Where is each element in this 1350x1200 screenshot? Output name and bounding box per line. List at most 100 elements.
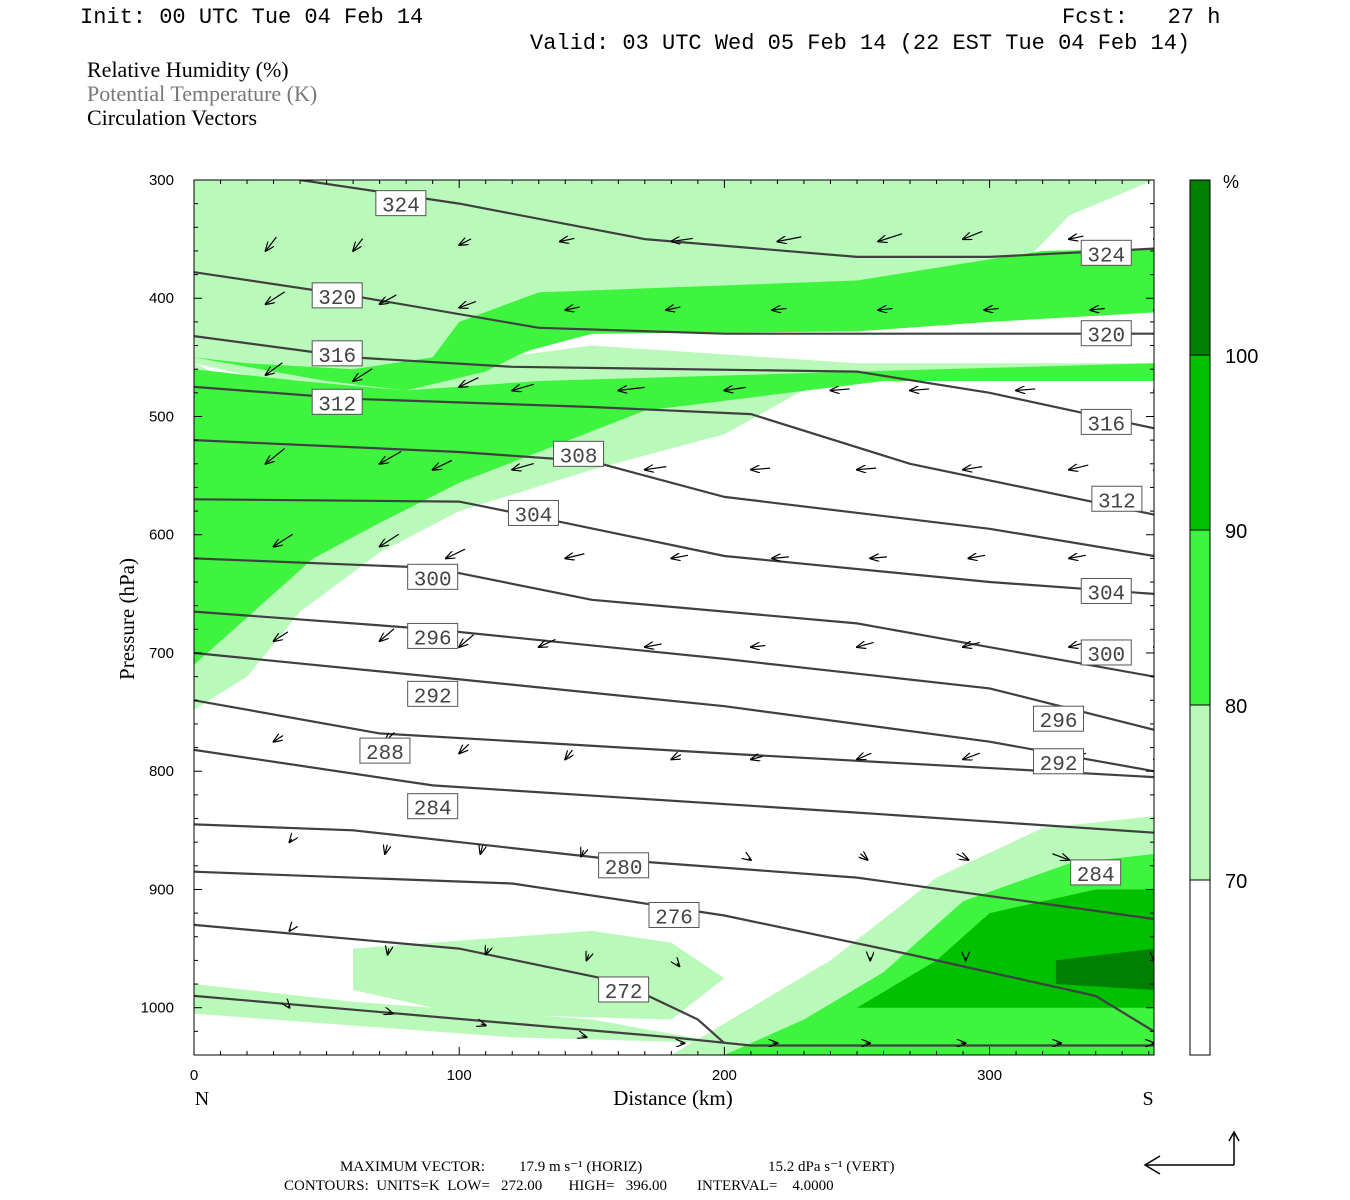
- circulation-vector: [385, 845, 387, 854]
- theta-contour-296: [194, 610, 1154, 731]
- circulation-vector: [984, 309, 999, 311]
- circulation-vector: [645, 467, 667, 470]
- theta-label-296: 296: [414, 628, 452, 651]
- circulation-vector: [671, 755, 681, 760]
- circulation-vector: [963, 642, 980, 647]
- reference-vector: [1143, 1130, 1240, 1175]
- x-tick-label: 300: [977, 1067, 1002, 1084]
- rh-region-70-9: [194, 984, 725, 1044]
- theta-label-312: 312: [1098, 491, 1136, 514]
- circulation-vector: [1154, 468, 1164, 470]
- colorbar-label-90: 90: [1225, 521, 1247, 543]
- circulation-vector: [870, 557, 888, 559]
- theta-label-276: 276: [655, 907, 693, 930]
- rh-region-70-0: [194, 180, 1154, 393]
- circulation-vector: [1154, 387, 1164, 390]
- theta-label-box: [598, 852, 650, 879]
- circulation-vector: [274, 533, 293, 546]
- theta-label-324: 324: [1087, 245, 1125, 268]
- theta-label-284: 284: [414, 799, 452, 822]
- theta-contour-304: [194, 498, 1154, 595]
- circulation-vector: [963, 467, 983, 470]
- circulation-vector: [1069, 465, 1089, 470]
- circulation-vector: [724, 387, 746, 390]
- circulation-vector: [772, 557, 789, 559]
- circulation-vector: [751, 756, 763, 759]
- colorbar-unit: %: [1223, 172, 1239, 192]
- circulation-vector: [560, 238, 575, 241]
- theta-label-box: [407, 680, 459, 707]
- rh-shading: [194, 180, 1154, 1055]
- max-vector-label: MAXIMUM VECTOR:: [340, 1159, 485, 1175]
- legend-rh: Relative Humidity (%): [87, 57, 289, 82]
- circulation-vector: [388, 948, 389, 954]
- theta-label-box: [407, 563, 459, 590]
- theta-label-box: [553, 440, 605, 467]
- circulation-vector: [581, 850, 583, 856]
- rh-region-80-3: [194, 363, 1154, 665]
- theta-contour-308: [194, 439, 1154, 558]
- circulation-vector: [388, 1012, 393, 1014]
- theta-label-296: 296: [1040, 711, 1078, 734]
- theta-label-284: 284: [1077, 865, 1115, 888]
- theta-label-316: 316: [1087, 414, 1125, 437]
- circulation-vector: [618, 387, 645, 390]
- theta-label-324: 324: [382, 196, 420, 219]
- theta-label-292: 292: [1040, 754, 1078, 777]
- y-tick-label: 500: [149, 408, 174, 425]
- circulation-vector: [274, 736, 284, 742]
- theta-label-box: [1070, 859, 1122, 886]
- circulation-vector: [671, 238, 693, 241]
- legend-theta: Potential Temperature (K): [87, 81, 318, 106]
- circulation-vector: [666, 307, 681, 310]
- circulation-vector: [289, 839, 291, 842]
- colorbar-below-70: [1190, 880, 1210, 1055]
- circulation-vector: [830, 389, 850, 391]
- circulation-vector: [353, 238, 364, 251]
- circulation-vector: [459, 377, 479, 387]
- theta-label-304: 304: [515, 505, 553, 528]
- y-tick-label: 800: [149, 763, 174, 780]
- rh-region-80-2: [194, 248, 1154, 391]
- circulation-vector: [857, 468, 877, 470]
- circulation-vector: [512, 462, 534, 470]
- circulation-vector: [968, 555, 986, 558]
- theta-label-box: [407, 793, 459, 820]
- circulation-vector: [910, 389, 930, 391]
- theta-label-288: 288: [366, 743, 404, 766]
- circulation-vector: [380, 628, 395, 641]
- forecast-hour: Fcst: 27 h: [1062, 5, 1221, 30]
- circulation-vector: [459, 302, 477, 308]
- circulation-vector: [1154, 557, 1164, 559]
- circulation-vector: [459, 634, 474, 647]
- axes: 300 400 500 600 700 800 900 1000 0 100 200 300 N S: [141, 172, 1154, 1110]
- circulation-vector: [459, 743, 470, 753]
- circulation-vector: [433, 459, 453, 469]
- circulation-vector: [380, 450, 402, 463]
- x-tick-label: 100: [447, 1067, 472, 1084]
- circulation-vector: [512, 383, 534, 390]
- theta-label-box: [1033, 748, 1085, 775]
- circulation-vector: [565, 307, 580, 310]
- circulation-vector: [486, 948, 488, 954]
- theta-label-box: [1033, 705, 1085, 732]
- max-vector-horiz: 17.9 m s⁻¹ (HORIZ): [519, 1159, 643, 1175]
- south-label: S: [1142, 1088, 1153, 1110]
- circulation-vector: [274, 631, 289, 641]
- circulation-vectors: [266, 230, 1164, 1043]
- theta-label-box: [407, 622, 459, 649]
- theta-label-box: [648, 901, 700, 928]
- rh-region-100-7: [1055, 948, 1154, 990]
- circulation-vector: [963, 753, 980, 759]
- circulation-vector: [860, 854, 867, 860]
- x-tick-label: 200: [712, 1067, 737, 1084]
- north-label: N: [195, 1088, 209, 1110]
- y-tick-label: 900: [149, 881, 174, 898]
- theta-contour-324: [299, 180, 1154, 258]
- legend-vectors: Circulation Vectors: [87, 105, 258, 130]
- circulation-vector: [582, 1036, 587, 1038]
- theta-label-box: [1080, 408, 1132, 435]
- circulation-vector: [1052, 854, 1069, 860]
- theta-label-box: [311, 340, 363, 367]
- theta-label-316: 316: [318, 346, 356, 369]
